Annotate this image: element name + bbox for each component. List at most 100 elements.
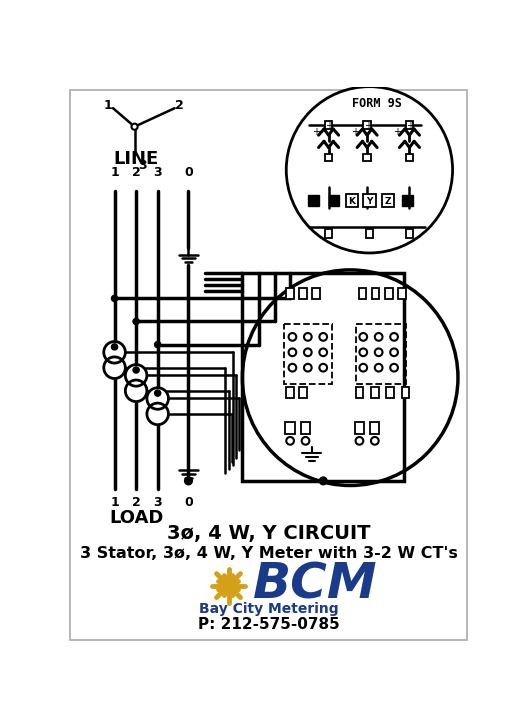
Circle shape (289, 349, 296, 356)
Text: K: K (348, 197, 355, 206)
Circle shape (390, 333, 398, 341)
Text: 3ø, 4 W, Y CIRCUIT: 3ø, 4 W, Y CIRCUIT (167, 523, 370, 543)
Circle shape (125, 380, 147, 401)
Circle shape (104, 357, 125, 378)
Circle shape (375, 333, 383, 341)
Bar (402, 195, 412, 206)
Text: P: 212-575-0785: P: 212-575-0785 (198, 617, 340, 632)
Circle shape (147, 388, 168, 409)
Circle shape (286, 437, 294, 445)
Circle shape (390, 349, 398, 356)
Circle shape (243, 270, 458, 485)
Text: Y: Y (366, 197, 373, 206)
Bar (308, 195, 319, 206)
Bar (406, 229, 413, 238)
Circle shape (371, 437, 379, 445)
Text: Z: Z (385, 197, 391, 206)
Circle shape (104, 342, 125, 363)
Bar (325, 154, 332, 161)
Bar (355, 422, 364, 434)
Circle shape (286, 87, 453, 253)
Circle shape (185, 478, 192, 484)
Circle shape (289, 364, 296, 372)
Circle shape (112, 344, 117, 350)
Bar (398, 288, 406, 299)
Text: Bay City Metering: Bay City Metering (199, 601, 339, 616)
Bar (406, 154, 413, 161)
Text: 3: 3 (138, 159, 147, 172)
Circle shape (302, 437, 309, 445)
Circle shape (375, 364, 383, 372)
Text: +: + (393, 127, 401, 137)
Bar (243, 273, 404, 481)
Text: 0: 0 (184, 496, 193, 509)
Text: 3: 3 (154, 496, 162, 509)
Bar (312, 288, 320, 299)
Circle shape (132, 123, 138, 130)
Circle shape (359, 349, 367, 356)
Circle shape (125, 365, 147, 386)
Text: FORM 9S: FORM 9S (352, 97, 402, 110)
Bar (372, 288, 379, 299)
Circle shape (359, 364, 367, 372)
Circle shape (375, 349, 383, 356)
Bar (382, 194, 394, 206)
Circle shape (359, 333, 367, 341)
Bar (366, 229, 373, 238)
Text: 2: 2 (175, 99, 183, 112)
Text: BCM: BCM (253, 560, 378, 608)
Text: 3 Stator, 3ø, 4 W, Y Meter with 3-2 W CT's: 3 Stator, 3ø, 4 W, Y Meter with 3-2 W CT… (80, 546, 457, 561)
Circle shape (112, 295, 117, 302)
Bar (358, 288, 366, 299)
Text: 1: 1 (110, 496, 119, 509)
Text: +: + (312, 127, 320, 137)
Bar (363, 121, 371, 129)
Bar (345, 194, 358, 206)
Bar (325, 229, 332, 238)
Text: 2: 2 (132, 496, 140, 509)
Bar (363, 154, 371, 161)
Bar (385, 288, 392, 299)
Circle shape (356, 437, 363, 445)
Circle shape (133, 318, 139, 325)
Bar (406, 121, 413, 129)
Circle shape (289, 333, 296, 341)
Bar (325, 121, 332, 129)
Circle shape (390, 364, 398, 372)
Text: LOAD: LOAD (109, 508, 163, 526)
Bar (356, 387, 363, 398)
Bar (356, 323, 406, 384)
Bar (402, 387, 409, 398)
Circle shape (304, 349, 312, 356)
Circle shape (222, 580, 235, 592)
Bar (299, 387, 307, 398)
Bar (284, 323, 332, 384)
Bar (371, 387, 379, 398)
Text: +: + (325, 121, 333, 131)
Circle shape (147, 403, 168, 425)
Bar (329, 195, 340, 206)
Text: 2: 2 (132, 166, 140, 179)
Circle shape (304, 333, 312, 341)
Bar (386, 387, 394, 398)
Circle shape (133, 367, 139, 373)
Text: +: + (351, 127, 359, 137)
Circle shape (155, 342, 161, 348)
Circle shape (319, 349, 327, 356)
Text: +: + (364, 121, 372, 131)
Circle shape (319, 333, 327, 341)
Circle shape (319, 364, 327, 372)
Text: 0: 0 (184, 166, 193, 179)
Text: 1: 1 (110, 166, 119, 179)
Circle shape (304, 364, 312, 372)
Bar (363, 194, 376, 206)
Bar (286, 288, 294, 299)
Text: 1: 1 (104, 99, 113, 112)
Circle shape (155, 390, 161, 396)
Circle shape (319, 477, 327, 484)
Bar (286, 387, 294, 398)
Bar (286, 422, 294, 434)
Text: 3: 3 (154, 166, 162, 179)
Bar (301, 422, 310, 434)
Bar (299, 288, 307, 299)
